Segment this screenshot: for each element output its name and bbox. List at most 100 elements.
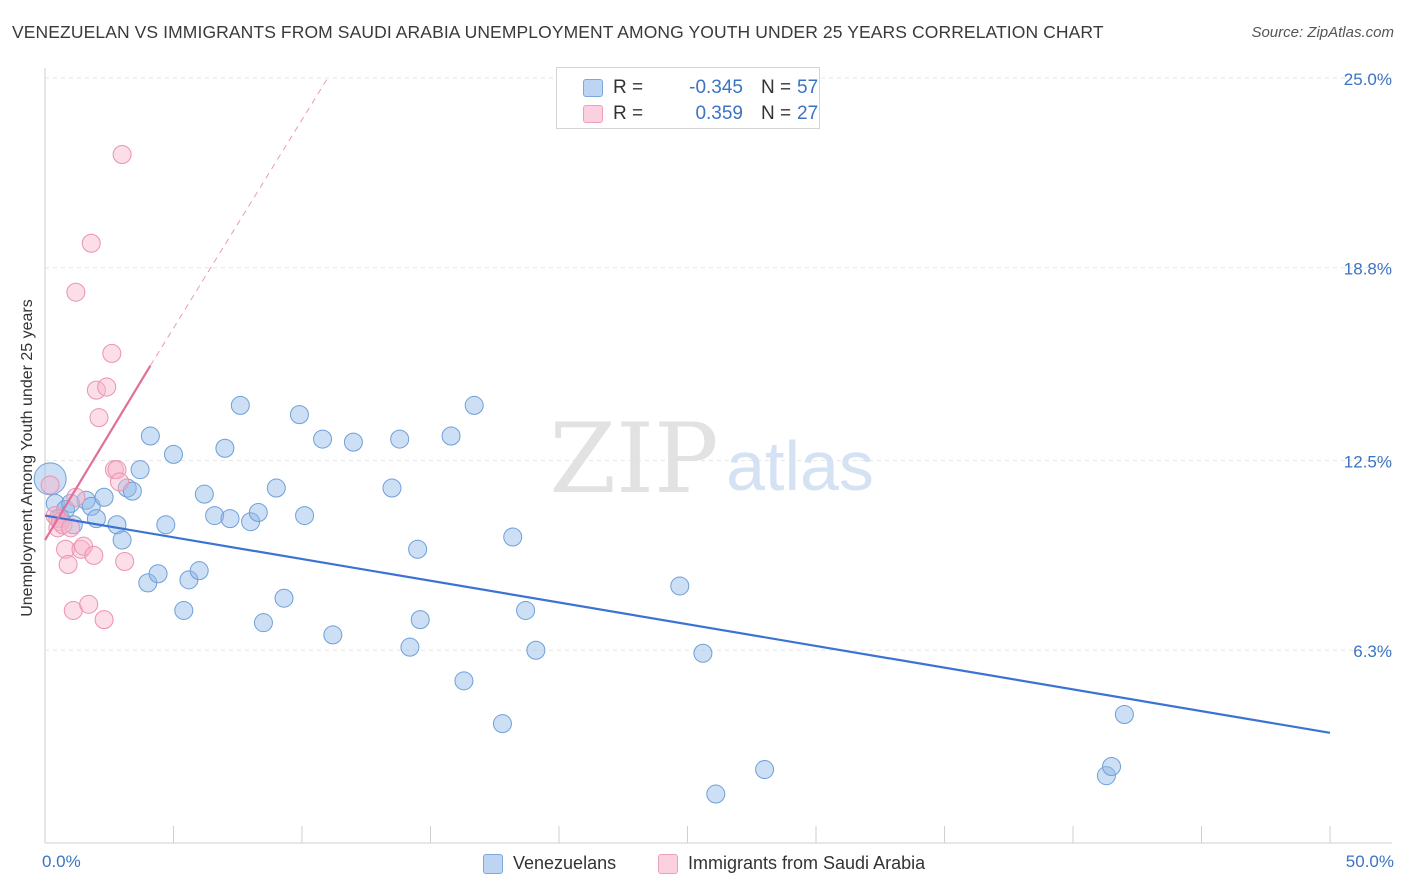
y-tick-labels: 6.3% 12.5% 18.8% 25.0% [1344,70,1392,661]
y-tick-label: 6.3% [1353,642,1392,661]
legend-swatch-venezuelans [583,79,603,97]
point-venezuelans [148,564,168,584]
point-venezuelans [313,429,333,449]
n-value: 57 [797,77,819,98]
point-venezuelans [492,714,512,734]
point-saudi [66,282,86,302]
legend-label: Venezuelans [513,853,617,873]
point-venezuelans [140,426,160,446]
point-venezuelans [526,640,546,660]
point-saudi [107,460,127,480]
point-venezuelans [706,784,726,804]
legend-swatch-saudi [583,105,603,123]
point-venezuelans [33,462,67,496]
data-points [33,145,1134,804]
point-saudi [94,610,114,630]
grid-lines [45,77,1392,651]
point-venezuelans [1114,704,1134,724]
r-value: 0.359 [695,103,743,124]
point-venezuelans [390,429,410,449]
point-venezuelans [295,506,315,526]
point-venezuelans [81,496,101,516]
point-venezuelans [164,444,183,464]
point-saudi [89,408,109,428]
point-venezuelans [156,515,176,535]
point-venezuelans [323,625,343,645]
point-venezuelans [61,493,81,513]
point-venezuelans [215,438,235,458]
point-venezuelans [112,530,132,550]
point-saudi [86,380,106,400]
point-venezuelans [274,588,294,608]
point-venezuelans [248,503,268,523]
point-venezuelans [503,527,523,547]
point-saudi [102,343,122,363]
point-venezuelans [755,760,775,780]
r-label: R = [613,77,644,98]
point-venezuelans [1096,766,1116,786]
legend-swatch-saudi [658,854,678,874]
point-venezuelans [174,600,194,620]
chart-title: VENEZUELAN VS IMMIGRANTS FROM SAUDI ARAB… [12,22,1104,42]
watermark-atlas: atlas [726,427,874,505]
n-label: N = [761,103,792,124]
point-saudi [58,555,78,575]
stats-legend-row-saudi: R = 0.359 N = 27 [583,102,823,126]
point-venezuelans [230,395,250,415]
legend-swatch-venezuelans [483,854,503,874]
point-saudi [79,594,99,614]
point-saudi [112,145,132,164]
point-venezuelans [454,671,474,691]
n-value: 27 [797,103,819,124]
point-venezuelans [194,484,214,504]
point-venezuelans [693,643,713,663]
point-venezuelans [253,613,273,633]
point-venezuelans [130,460,150,480]
point-saudi [71,539,91,559]
point-venezuelans [400,637,420,657]
chart-source: Source: ZipAtlas.com [1251,24,1394,41]
series-legend: Venezuelans Immigrants from Saudi Arabia [0,852,1406,878]
y-tick-label: 12.5% [1344,453,1392,472]
point-venezuelans [122,481,142,501]
point-saudi [97,377,117,397]
x-tick-label-min: 0.0% [42,852,81,871]
point-saudi [110,472,130,492]
point-venezuelans [1102,757,1122,776]
trend-lines [44,77,1331,734]
trend-extension-saudi [149,77,329,366]
point-venezuelans [220,509,240,529]
point-venezuelans [189,561,209,581]
point-venezuelans [670,576,690,596]
stats-legend-row-venezuelans: R = -0.345 N = 57 [583,76,823,100]
legend-label: Immigrants from Saudi Arabia [688,853,926,873]
point-saudi [40,475,60,495]
point-venezuelans [289,405,309,425]
y-tick-label: 25.0% [1344,70,1392,89]
watermark-zip: ZIP [549,403,718,515]
point-saudi [81,233,101,253]
stats-legend: R = -0.345 N = 57 R = 0.359 N = 27 [556,67,820,129]
point-venezuelans [205,506,225,526]
point-venezuelans [382,478,402,498]
trend-line-venezuelans [44,514,1331,734]
legend-item-saudi: Immigrants from Saudi Arabia [658,852,958,876]
point-venezuelans [410,610,430,630]
point-venezuelans [408,539,428,559]
point-venezuelans [117,478,137,498]
n-label: N = [761,77,792,98]
r-label: R = [613,103,644,124]
x-tick-label-max: 50.0% [1345,852,1394,871]
point-venezuelans [343,432,363,452]
point-venezuelans [94,487,114,507]
point-saudi [115,551,135,571]
legend-item-venezuelans: Venezuelans [483,852,633,876]
trend-line-saudi [44,365,152,541]
axes [44,68,1392,844]
r-value: -0.345 [689,77,743,98]
point-venezuelans [516,600,536,620]
point-venezuelans [441,426,461,446]
point-venezuelans [266,478,286,498]
point-saudi [84,545,104,565]
